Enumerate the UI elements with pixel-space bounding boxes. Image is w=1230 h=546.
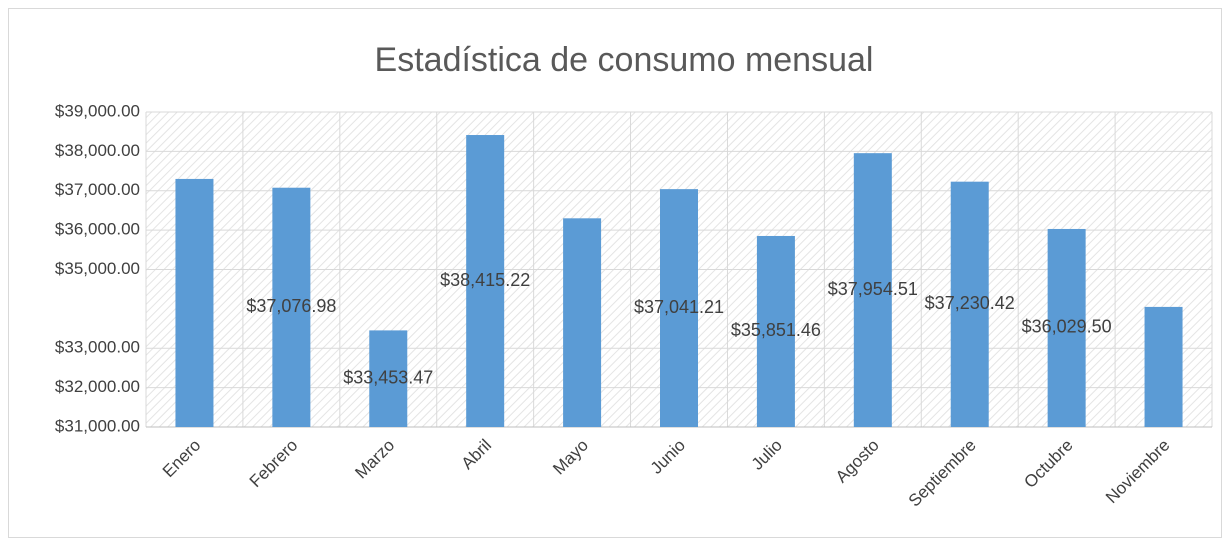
y-tick-label: $39,000.00 bbox=[55, 101, 140, 120]
bar bbox=[756, 235, 795, 427]
data-label: $33,453.47 bbox=[343, 367, 433, 387]
data-label: $36,029.50 bbox=[1022, 317, 1112, 337]
data-label: $38,415.22 bbox=[440, 270, 530, 290]
data-label: $37,954.51 bbox=[828, 279, 918, 299]
bar bbox=[272, 187, 311, 427]
data-label: $35,851.46 bbox=[731, 320, 821, 340]
bar bbox=[950, 181, 989, 427]
y-tick-label: $38,000.00 bbox=[55, 141, 140, 160]
data-label: $37,041.21 bbox=[634, 297, 724, 317]
data-label: $37,230.42 bbox=[925, 293, 1015, 313]
bar bbox=[853, 153, 892, 427]
y-tick-label: $33,000.00 bbox=[55, 338, 140, 357]
data-label: $37,076.98 bbox=[246, 296, 336, 316]
y-tick-label: $31,000.00 bbox=[55, 416, 140, 435]
bar bbox=[1144, 306, 1183, 427]
y-tick-label: $35,000.00 bbox=[55, 259, 140, 278]
chart-title: Estadística de consumo mensual bbox=[375, 41, 874, 79]
bar bbox=[660, 189, 698, 427]
bar bbox=[563, 218, 602, 427]
bar bbox=[369, 330, 408, 427]
y-tick-label: $36,000.00 bbox=[55, 220, 140, 239]
y-tick-label: $32,000.00 bbox=[55, 377, 140, 396]
y-tick-label: $37,000.00 bbox=[55, 180, 140, 199]
bar bbox=[1047, 228, 1086, 427]
bar bbox=[175, 178, 214, 427]
bar bbox=[466, 135, 505, 428]
